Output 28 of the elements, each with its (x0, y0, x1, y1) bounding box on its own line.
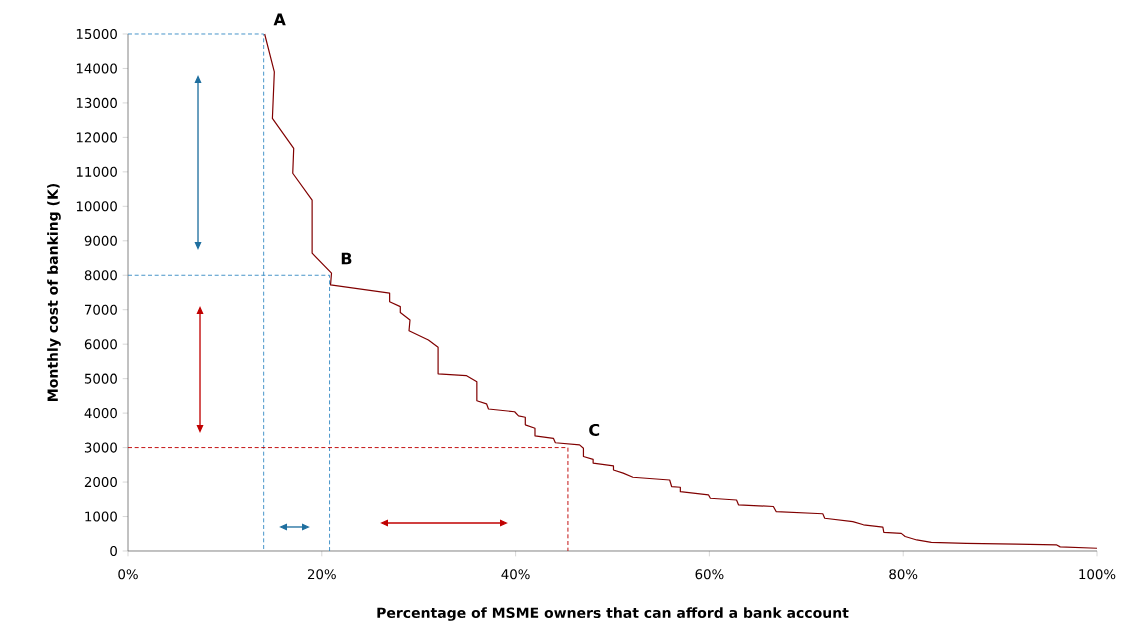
y-tick-label: 14000 (76, 63, 117, 74)
annotation: C (589, 423, 600, 436)
x-tick-label: 100% (1079, 569, 1116, 580)
annotation: A (273, 13, 286, 26)
y-tick-label: 8000 (84, 270, 117, 281)
y-tick-label: 10000 (76, 201, 117, 212)
x-tick-label: 0% (118, 569, 138, 580)
y-tick-label: 11000 (76, 166, 117, 177)
y-tick-label: 12000 (76, 132, 117, 143)
y-tick-label: 13000 (76, 97, 117, 108)
annotation: B (341, 252, 352, 265)
y-axis-title: Monthly cost of banking (K) (47, 183, 61, 401)
x-tick-label: 20% (307, 569, 336, 580)
y-tick-label: 0 (110, 545, 117, 557)
y-tick-label: 3000 (84, 442, 117, 453)
line-series (264, 33, 1098, 549)
x-tick-label: 80% (889, 569, 918, 580)
y-tick-label: 4000 (84, 408, 117, 419)
y-tick-label: 7000 (84, 304, 117, 315)
y-tick-label: 5000 (84, 373, 117, 384)
y-tick-label: 6000 (84, 339, 117, 350)
x-tick-label: 40% (501, 569, 530, 580)
y-tick-label: 2000 (84, 476, 117, 488)
y-tick-label: 9000 (84, 235, 117, 246)
x-axis-title: Percentage of MSME owners that can afford a bank account (377, 607, 849, 621)
y-tick-label: 1000 (85, 511, 117, 522)
y-tick-label: 15000 (76, 28, 117, 40)
x-tick-label: 60% (695, 569, 724, 580)
